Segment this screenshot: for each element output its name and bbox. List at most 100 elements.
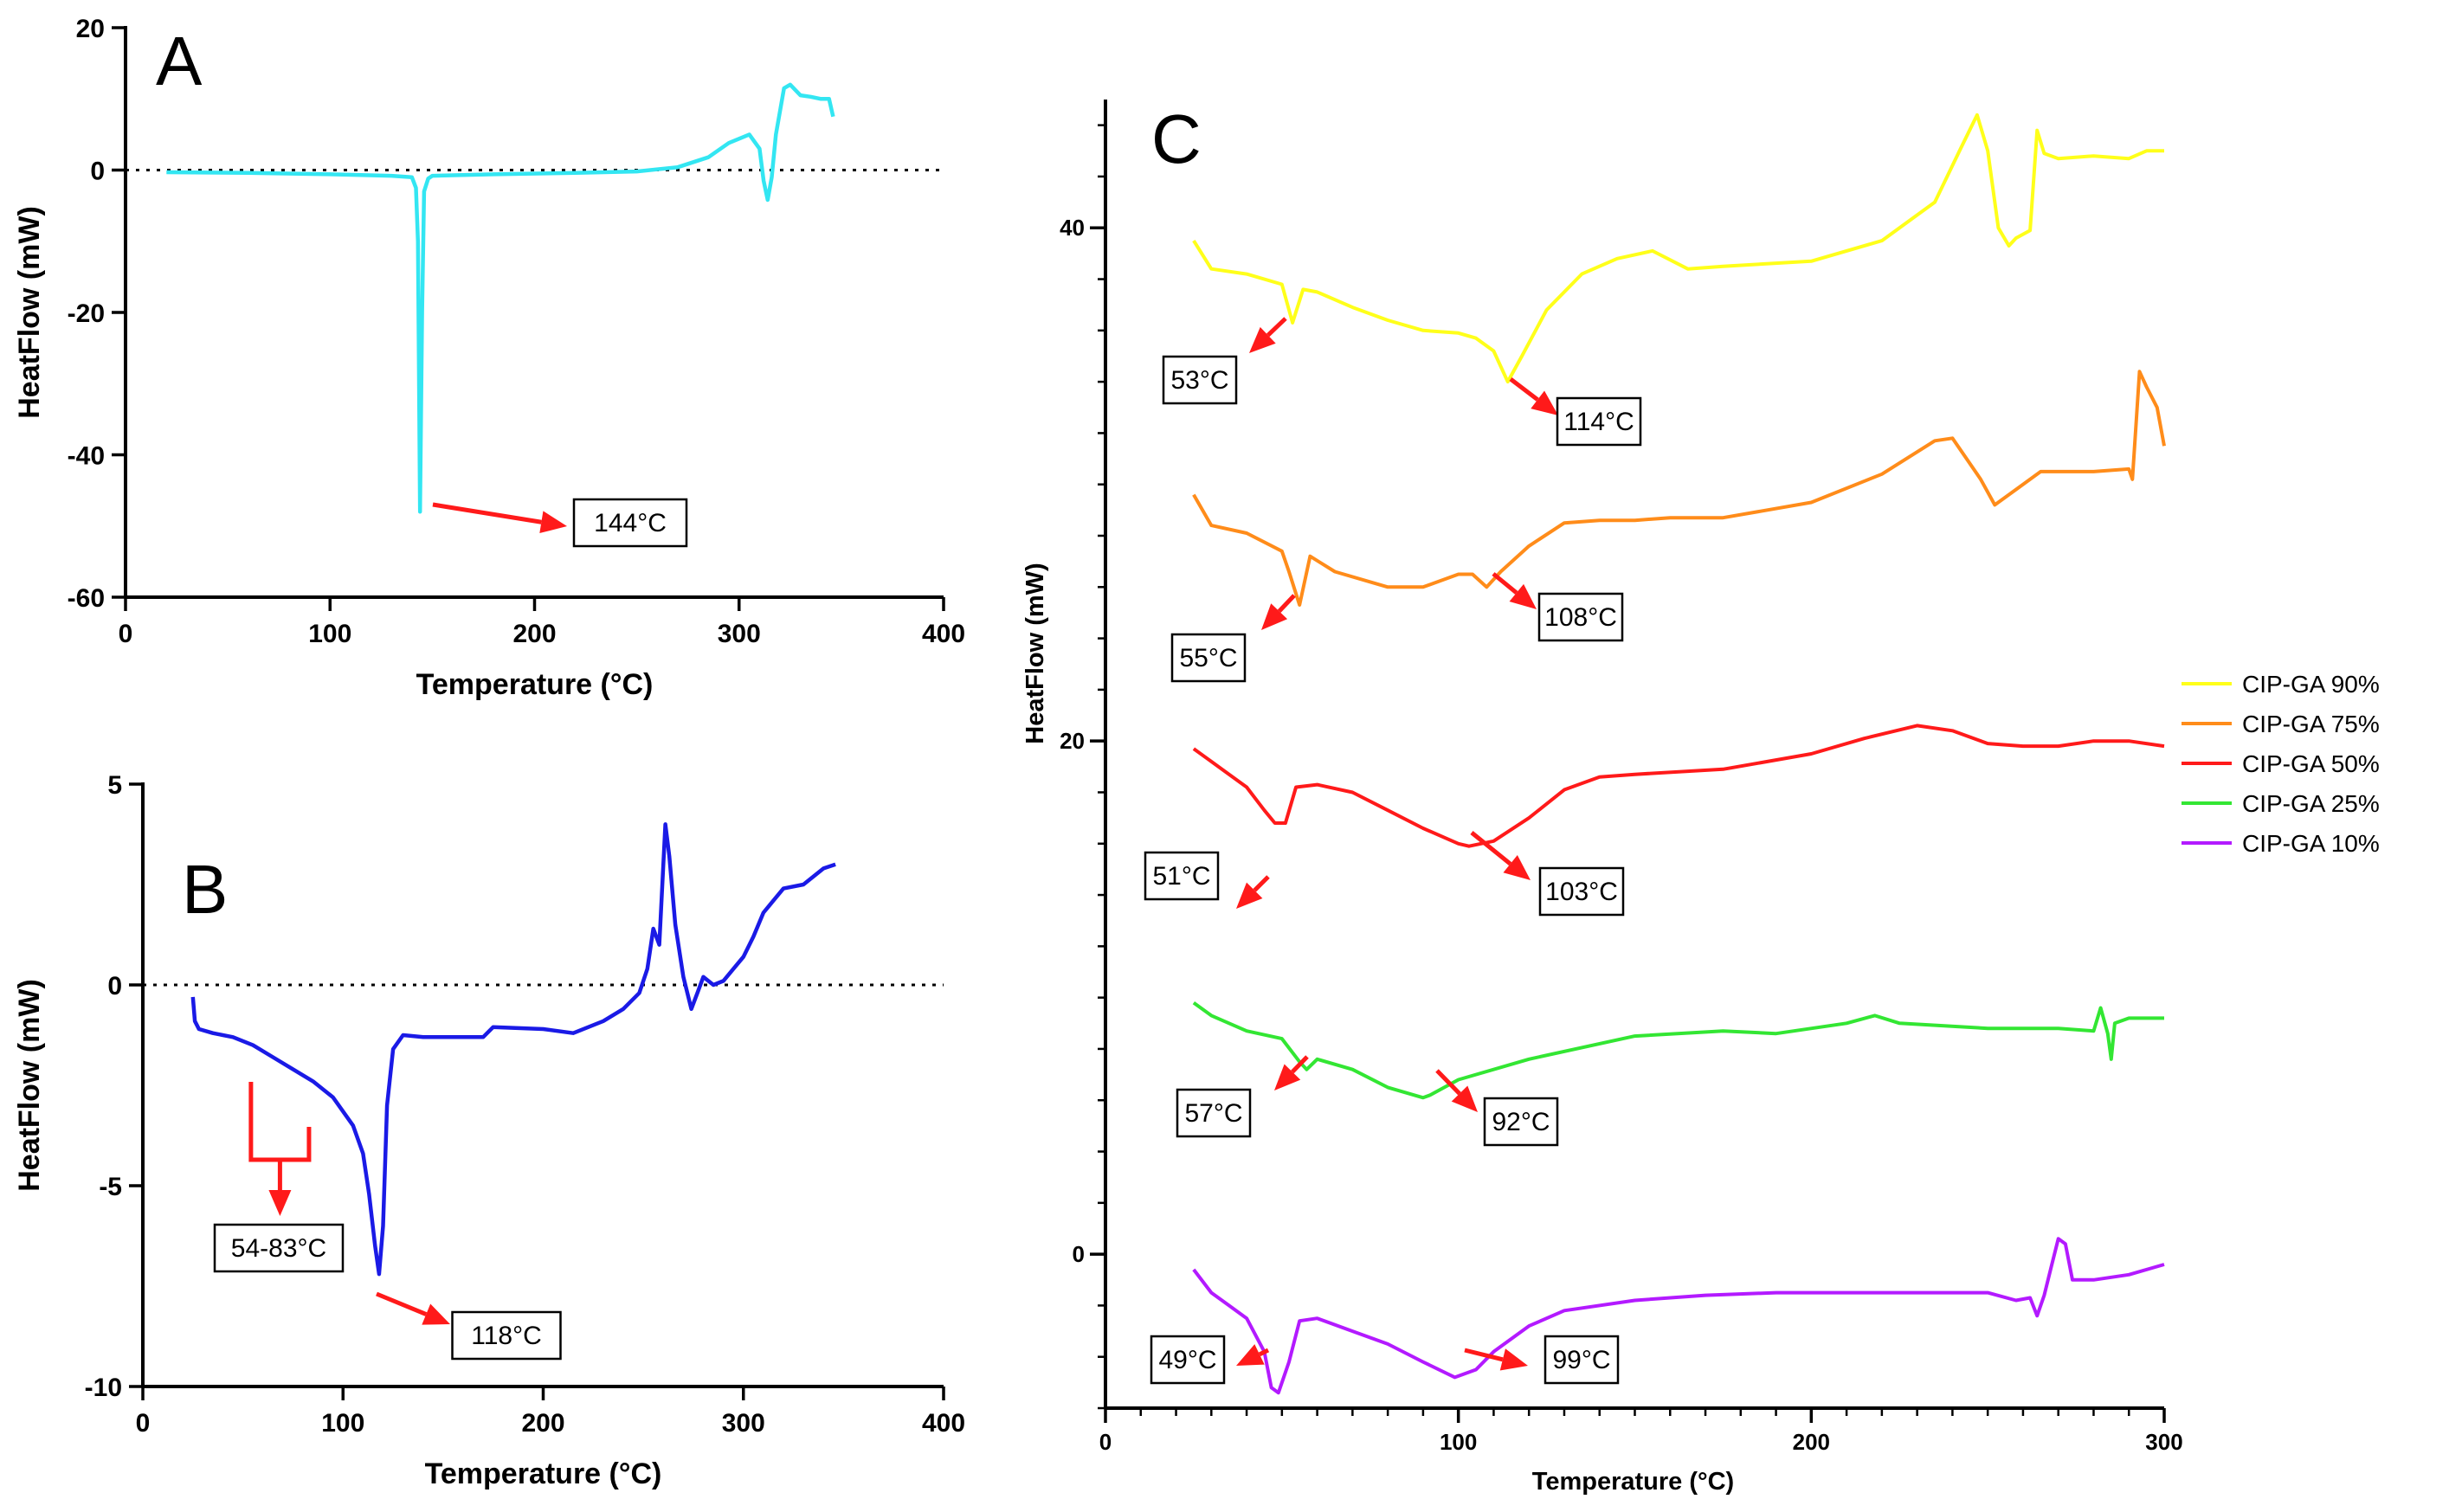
annotation-label: 51°C (1144, 851, 1220, 901)
annotation-arrow (1464, 1348, 1528, 1371)
arrow-shaft (1492, 572, 1518, 595)
annotation-box (1538, 866, 1625, 917)
annotation-box (1176, 1088, 1252, 1138)
legend-label: CIP-GA 50% (2242, 750, 2380, 777)
annotation-label: 144°C (572, 498, 688, 548)
annotation-text: 55°C (1179, 644, 1237, 672)
annotation-text: 114°C (1563, 408, 1634, 436)
annotation-text: 108°C (1544, 603, 1617, 632)
arrow-118 (376, 1291, 450, 1325)
legend-label: CIP-GA 90% (2242, 671, 2380, 698)
y-tick-label: -10 (85, 1374, 122, 1402)
panel-A: 0 100 200 300 400 -60 -40 -20 0 20 Temperature (°C… (13, 15, 965, 701)
arrow-144 (432, 502, 567, 534)
annotation-text: 99°C (1552, 1346, 1610, 1374)
arrow-shaft (1435, 1069, 1461, 1096)
legend: CIP-GA 90% CIP-GA 75% CIP-GA 50% CIP-GA 25%… (2182, 671, 2380, 857)
legend-label: CIP-GA 25% (2242, 790, 2380, 817)
arrow-head (268, 1190, 292, 1216)
arrow-shaft (1253, 875, 1270, 892)
annotation-text: 49°C (1158, 1346, 1216, 1374)
bracket-line (248, 1082, 312, 1162)
annotation-box (1144, 851, 1220, 901)
y-tick-label: 20 (76, 15, 105, 43)
annotation-label: 53°C (1162, 355, 1238, 405)
x-tick-label: 400 (922, 620, 965, 648)
y-tick-label: -20 (68, 299, 105, 328)
annotation-arrow (1509, 377, 1558, 415)
annotation-text: 103°C (1545, 878, 1618, 906)
x-tick-label: 100 (1440, 1429, 1477, 1455)
arrow-shaft (376, 1291, 428, 1316)
x-tick-label: 300 (722, 1409, 765, 1438)
y-tick-label: 0 (90, 158, 105, 186)
annotation-label: 57°C (1176, 1088, 1252, 1138)
annotation-arrow (1435, 1069, 1478, 1112)
arrow-head (539, 511, 567, 534)
legend-label: CIP-GA 75% (2242, 711, 2380, 737)
panel-letter: B (182, 851, 228, 928)
annotation-text: 118°C (471, 1322, 542, 1350)
legend-item: CIP-GA 50% (2182, 750, 2380, 777)
x-tick-label: 100 (308, 620, 351, 648)
series-line (1192, 1237, 2165, 1395)
range-bracket (248, 1082, 312, 1216)
arrow-shaft (1464, 1348, 1504, 1362)
annotation-text: 92°C (1492, 1108, 1550, 1136)
x-tick-label: 0 (119, 620, 133, 648)
arrow-head (1531, 390, 1558, 415)
series-line (190, 822, 836, 1277)
annotation-label: 92°C (1483, 1097, 1559, 1147)
y-tick-label: 20 (1060, 728, 1085, 754)
legend-item: CIP-GA 75% (2182, 711, 2380, 737)
legend-item: CIP-GA 90% (2182, 671, 2380, 698)
annotation-label: 54-83°C (213, 1223, 345, 1273)
arrow-head (1509, 583, 1537, 609)
x-tick-label: 0 (136, 1409, 151, 1438)
series-line (1192, 113, 2164, 384)
arrow-shaft (1277, 594, 1296, 613)
y-tick-label: 0 (1073, 1241, 1085, 1267)
annotation-box (451, 1310, 562, 1361)
arrow-head (1236, 882, 1263, 909)
annotation-arrow (1274, 1055, 1309, 1091)
y-axis-title: HeatFlow (mW) (1021, 563, 1049, 743)
panel-letter: C (1151, 100, 1202, 177)
arrow-head (422, 1303, 450, 1325)
x-tick-label: 0 (1099, 1429, 1112, 1455)
x-axis-title: Temperature (°C) (425, 1457, 662, 1490)
annotation-label: 103°C (1538, 866, 1625, 917)
annotation-label: 108°C (1537, 592, 1624, 642)
arrow-shaft (1258, 1348, 1270, 1357)
arrow-shaft (432, 502, 542, 524)
panel-C: 0 20 40 0 100 200 300 Temperature (°C) HeatFlow … (1021, 100, 2380, 1496)
annotation-arrow (1236, 1344, 1270, 1366)
x-tick-label: 300 (718, 620, 761, 648)
x-tick-label: 200 (521, 1409, 564, 1438)
annotation-label: 49°C (1150, 1335, 1226, 1385)
x-tick-label: 300 (2145, 1429, 2182, 1455)
x-tick-label: 100 (321, 1409, 364, 1438)
x-tick-label: 200 (1793, 1429, 1830, 1455)
y-tick-label: -60 (68, 584, 105, 613)
annotation-text: 53°C (1170, 366, 1228, 395)
annotation-arrow (1261, 594, 1296, 630)
annotation-box (1162, 355, 1238, 405)
y-tick-label: 0 (107, 972, 122, 1000)
x-axis-title: Temperature (°C) (416, 668, 654, 701)
arrow-head (1236, 1344, 1265, 1366)
arrow-head (1503, 855, 1531, 880)
annotation-box (1150, 1335, 1226, 1385)
series-line (1192, 724, 2165, 848)
annotation-label: 99°C (1544, 1335, 1620, 1385)
x-tick-label: 200 (512, 620, 556, 648)
bracket-arrow (268, 1160, 292, 1216)
annotation-arrow (1492, 572, 1537, 609)
y-axis-title: HeatFlow (mW) (13, 979, 46, 1192)
arrow-head (1261, 603, 1288, 630)
arrow-head (1274, 1064, 1301, 1091)
arrow-head (1249, 326, 1276, 353)
annotation-box (1483, 1097, 1559, 1147)
x-axis-title: Temperature (°C) (1532, 1468, 1734, 1496)
